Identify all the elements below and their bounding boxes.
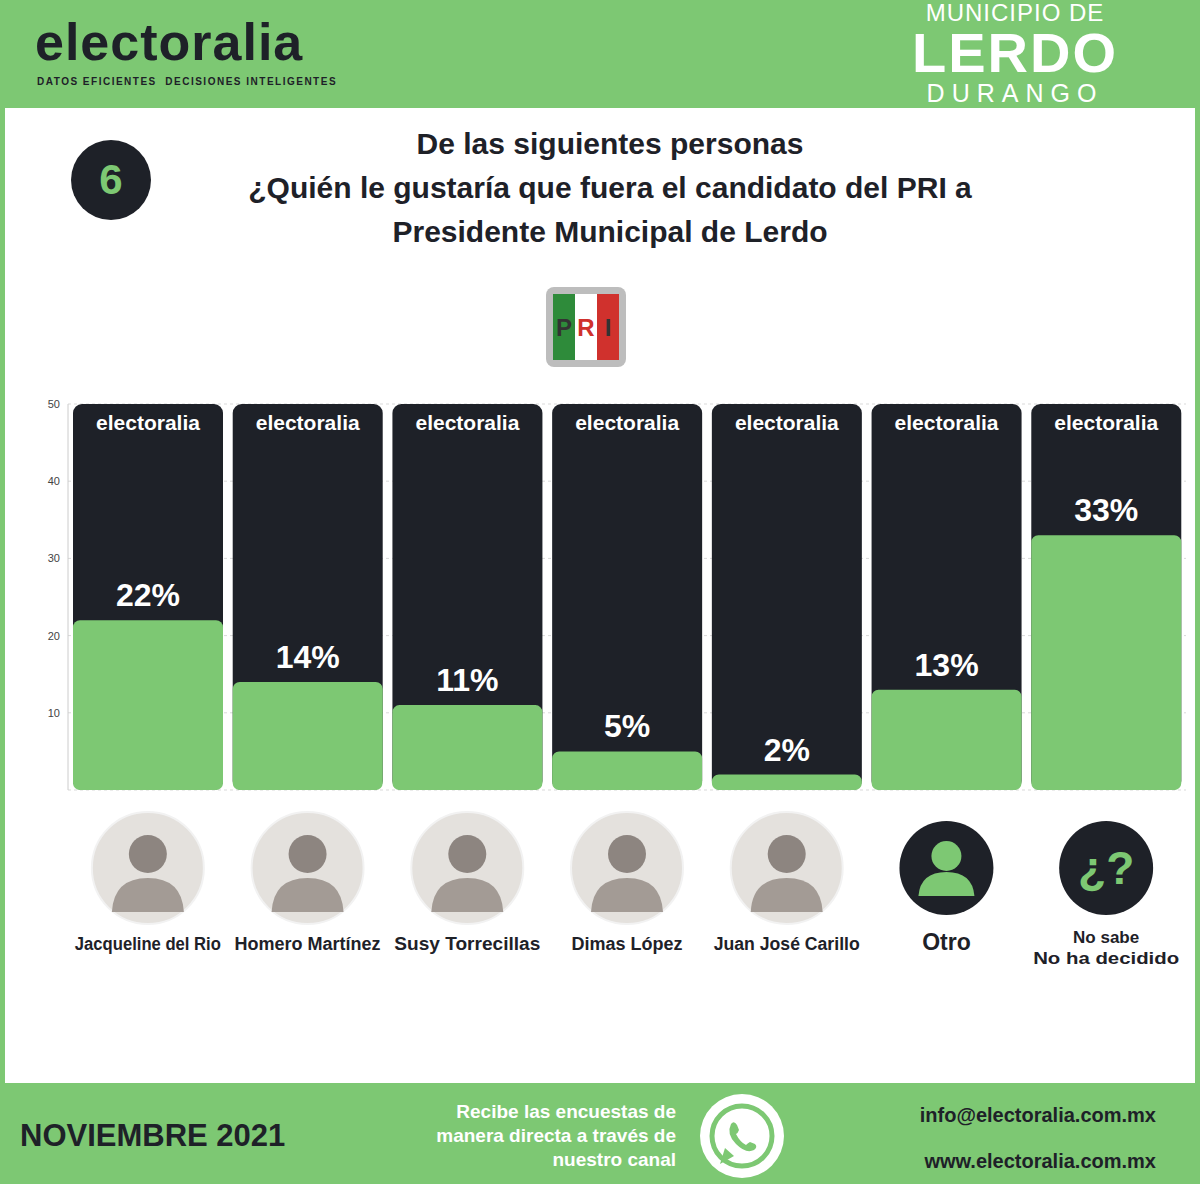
svg-text:Homero Martínez: Homero Martínez xyxy=(235,934,381,954)
svg-text:Jacqueline del Rio: Jacqueline del Rio xyxy=(75,934,221,954)
html-text:6: 6 xyxy=(99,156,123,203)
html-text:LERDO: LERDO xyxy=(912,21,1118,84)
html-text:DATOS EFICIENTES DECISIONES IN: DATOS EFICIENTES DECISIONES INTELIGENTES xyxy=(37,76,338,87)
svg-text:electoralia: electoralia xyxy=(575,411,679,434)
html-text:www.electoralia.com.mx: www.electoralia.com.mx xyxy=(924,1150,1156,1172)
svg-text:14%: 14% xyxy=(276,639,340,675)
svg-text:No ha decidido: No ha decidido xyxy=(1033,949,1179,968)
svg-text:R: R xyxy=(577,314,594,341)
html-text:electoralia: electoralia xyxy=(35,13,304,71)
svg-text:Dimas López: Dimas López xyxy=(571,934,682,954)
html-text:NOVIEMBRE 2021: NOVIEMBRE 2021 xyxy=(20,1118,286,1153)
html-text:info@electoralia.com.mx: info@electoralia.com.mx xyxy=(919,1104,1156,1126)
svg-text:P: P xyxy=(556,314,572,341)
svg-text:electoralia: electoralia xyxy=(415,411,519,434)
svg-text:electoralia: electoralia xyxy=(1054,411,1158,434)
svg-text:electoralia: electoralia xyxy=(895,411,999,434)
svg-text:I: I xyxy=(605,314,612,341)
svg-text:5%: 5% xyxy=(604,708,650,744)
html-text:DURANGO: DURANGO xyxy=(926,79,1104,107)
svg-text:Juan José Carillo: Juan José Carillo xyxy=(714,934,860,954)
svg-text:electoralia: electoralia xyxy=(96,411,200,434)
html-text:Recibe las encuestas de manera: Recibe las encuestas de manera directa a… xyxy=(436,1101,676,1170)
svg-text:13%: 13% xyxy=(915,647,979,683)
svg-text:Otro: Otro xyxy=(922,929,971,955)
svg-text:11%: 11% xyxy=(436,662,498,698)
html-text:De las siguientes personas ¿Qu: De las siguientes personas ¿Quién le gus… xyxy=(248,127,972,248)
html-text:MUNICIPIO DE: MUNICIPIO DE xyxy=(925,0,1105,26)
svg-text:2%: 2% xyxy=(764,732,810,768)
svg-text:No sabe: No sabe xyxy=(1073,928,1139,947)
svg-text:10: 10 xyxy=(48,707,60,719)
svg-text:30: 30 xyxy=(48,552,60,564)
svg-text:¿?: ¿? xyxy=(1078,842,1134,894)
svg-text:electoralia: electoralia xyxy=(256,411,360,434)
svg-text:electoralia: electoralia xyxy=(735,411,839,434)
svg-text:22%: 22% xyxy=(116,577,180,613)
svg-text:40: 40 xyxy=(48,475,60,487)
svg-text:20: 20 xyxy=(48,630,60,642)
svg-text:50: 50 xyxy=(48,398,60,410)
svg-text:Susy Torrecillas: Susy Torrecillas xyxy=(394,934,540,954)
svg-text:33%: 33% xyxy=(1074,492,1138,528)
